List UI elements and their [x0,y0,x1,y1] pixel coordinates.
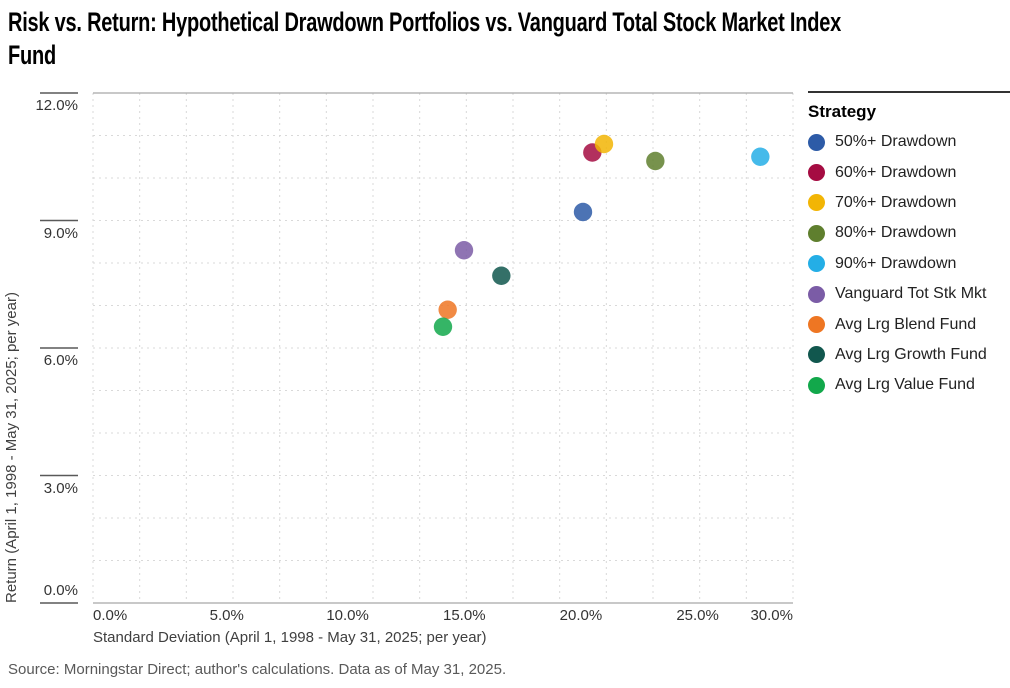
legend-swatch-icon [808,376,825,394]
legend-item-70-drawdown[interactable]: 70%+ Drawdown [808,188,1010,218]
x-axis-title: Standard Deviation (April 1, 1998 - May … [93,629,487,646]
legend-title: Strategy [808,102,877,121]
legend-item-avg-lrg-growth-fund[interactable]: Avg Lrg Growth Fund [808,340,1010,370]
legend-swatch-icon [808,164,825,182]
legend-item-label: 80%+ Drawdown [835,224,957,242]
x-tick-label: 20.0% [559,607,603,624]
legend-swatch-icon [808,285,825,303]
legend-item-vanguard-tot-stk-mkt[interactable]: Vanguard Tot Stk Mkt [808,279,1010,309]
legend-swatch-icon [808,224,825,242]
legend-items: 50%+ Drawdown 60%+ Drawdown 70%+ Drawdown 8… [808,127,1010,401]
x-tick-label: 5.0% [209,607,244,624]
source-note: Source: Morningstar Direct; author's cal… [8,661,507,678]
legend-item-90-drawdown[interactable]: 90%+ Drawdown [808,249,1010,279]
scatter-point-avg-lrg-value-fund[interactable] [433,317,453,336]
legend-swatch-icon [808,346,825,364]
legend-item-label: Avg Lrg Growth Fund [835,345,987,363]
legend-item-label: Vanguard Tot Stk Mkt [835,285,987,303]
legend-item-avg-lrg-value-fund[interactable]: Avg Lrg Value Fund [808,370,1010,400]
page-title: Risk vs. Return: Hypothetical Drawdown P… [8,6,841,72]
x-tick-label: 15.0% [443,607,486,624]
scatter-point-90-drawdown[interactable] [751,147,770,166]
legend: Strategy 50%+ Drawdown 60%+ Drawdown 70%+ … [808,91,1010,401]
y-tick-label: 12.0% [35,97,78,114]
y-tick-label: 6.0% [43,352,78,369]
scatter-point-avg-lrg-growth-fund[interactable] [492,266,511,285]
legend-swatch-icon [808,316,825,334]
scatter-point-70-drawdown[interactable] [594,134,614,154]
legend-item-label: 70%+ Drawdown [835,193,957,211]
legend-item-80-drawdown[interactable]: 80%+ Drawdown [808,218,1010,248]
legend-swatch-icon [808,194,825,212]
x-tick-label: 10.0% [326,607,369,624]
page-title-line2: Fund [8,40,56,70]
x-tick-label: 25.0% [676,607,719,624]
legend-item-avg-lrg-blend-fund[interactable]: Avg Lrg Blend Fund [808,309,1010,339]
legend-item-label: 60%+ Drawdown [835,163,957,181]
legend-swatch-icon [808,133,825,151]
x-tick-label: 30.0% [750,607,793,624]
legend-item-label: Avg Lrg Value Fund [835,376,975,394]
legend-item-label: 50%+ Drawdown [835,133,957,151]
legend-item-50-drawdown[interactable]: 50%+ Drawdown [808,127,1010,157]
scatter-point-80-drawdown[interactable] [646,151,665,171]
x-tick-label: 0.0% [93,607,128,624]
scatter-point-50-drawdown[interactable] [573,202,593,222]
scatter-point-vanguard-tot-stk-mkt[interactable] [454,241,474,260]
scatter-point-avg-lrg-blend-fund[interactable] [438,300,457,319]
y-tick-label: 3.0% [43,479,78,497]
legend-item-label: Avg Lrg Blend Fund [835,315,977,333]
y-tick-label: 9.0% [43,224,78,242]
y-tick-label: 0.0% [43,582,78,599]
y-axis-title: Return (April 1, 1998 - May 31, 2025; pe… [3,292,20,603]
legend-swatch-icon [808,255,825,273]
legend-item-label: 90%+ Drawdown [835,254,957,272]
page-title-line1: Risk vs. Return: Hypothetical Drawdown P… [8,7,841,37]
legend-item-60-drawdown[interactable]: 60%+ Drawdown [808,157,1010,187]
